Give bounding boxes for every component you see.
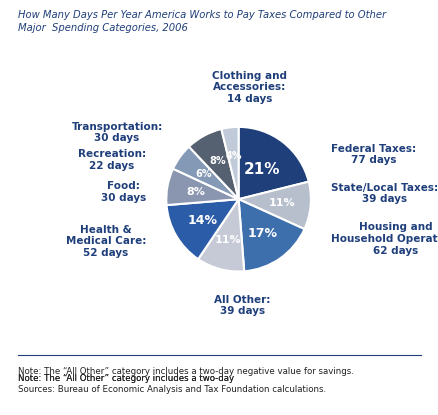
Text: Note: The “All Other” category includes a two-day: Note: The “All Other” category includes … — [18, 374, 236, 383]
Text: Housing and
Household Operation:
62 days: Housing and Household Operation: 62 days — [330, 222, 438, 256]
Text: 14%: 14% — [187, 213, 218, 227]
Text: Transportation:
30 days: Transportation: 30 days — [71, 122, 162, 144]
Text: Federal Taxes:
77 days: Federal Taxes: 77 days — [330, 144, 415, 165]
Text: 21%: 21% — [243, 162, 279, 177]
Text: Food:
30 days: Food: 30 days — [101, 181, 146, 203]
Text: Note: The “All Other” category includes a two-day negative value for savings.: Note: The “All Other” category includes … — [18, 367, 353, 376]
Text: Note: The “All Other” category includes a two-day: Note: The “All Other” category includes … — [18, 374, 236, 383]
Text: Sources: Bureau of Economic Analysis and Tax Foundation calculations.: Sources: Bureau of Economic Analysis and… — [18, 385, 325, 394]
Wedge shape — [166, 199, 238, 259]
Text: 4%: 4% — [225, 151, 241, 161]
Text: 8%: 8% — [186, 187, 205, 197]
Text: How Many Days Per Year America Works to Pay Taxes Compared to Other: How Many Days Per Year America Works to … — [18, 10, 385, 20]
Wedge shape — [221, 127, 238, 199]
Text: Clothing and
Accessories:
14 days: Clothing and Accessories: 14 days — [212, 71, 286, 104]
Wedge shape — [238, 127, 308, 199]
Text: Health &
Medical Care:
52 days: Health & Medical Care: 52 days — [66, 225, 146, 258]
Text: State/Local Taxes:
39 days: State/Local Taxes: 39 days — [330, 183, 437, 204]
Text: Major  Spending Categories, 2006: Major Spending Categories, 2006 — [18, 23, 187, 33]
Wedge shape — [188, 129, 238, 199]
Text: All Other:
39 days: All Other: 39 days — [214, 295, 270, 316]
Wedge shape — [238, 182, 310, 229]
Text: Recreation:
22 days: Recreation: 22 days — [78, 149, 146, 171]
Wedge shape — [166, 169, 238, 205]
Wedge shape — [173, 146, 238, 199]
Text: 11%: 11% — [214, 235, 240, 245]
Wedge shape — [198, 199, 244, 271]
Wedge shape — [238, 199, 304, 271]
Text: 8%: 8% — [209, 156, 226, 166]
Text: 11%: 11% — [268, 198, 294, 208]
Text: 17%: 17% — [247, 227, 277, 240]
Text: 6%: 6% — [195, 169, 211, 179]
